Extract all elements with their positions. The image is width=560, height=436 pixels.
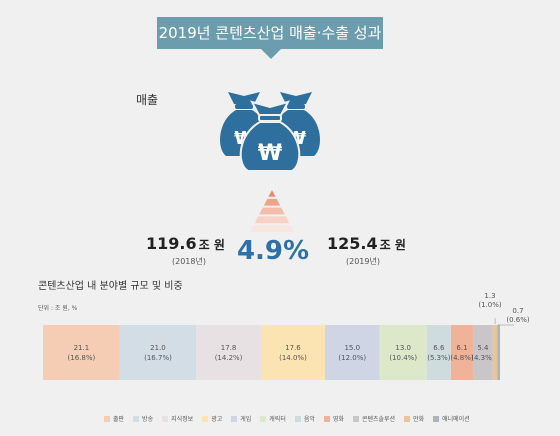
segment-value-label: 17.6	[285, 344, 301, 352]
segment-share-label: (16.8%)	[68, 354, 96, 362]
title-banner: 2019년 콘텐츠산업 매출·수출 성과	[157, 17, 383, 49]
legend-item: 캐릭터	[260, 414, 286, 423]
legend-swatch	[352, 415, 359, 422]
bar-segment	[119, 325, 197, 380]
bar-segment	[379, 325, 427, 380]
segment-value-label: 6.6	[433, 344, 445, 352]
legend-label: 영화	[332, 416, 344, 423]
segment-share-label: (0.6%)	[506, 316, 530, 324]
segment-value-label: 17.8	[221, 344, 237, 352]
legend-label: 애니메이션	[442, 416, 470, 423]
bar-segment	[196, 325, 261, 380]
segment-value-label: 5.4	[477, 344, 489, 352]
chart-title: 콘텐츠산업 내 분야별 규모 및 비중	[38, 281, 183, 292]
legend-swatch	[433, 415, 440, 422]
bar-segment	[492, 325, 498, 380]
sales-2018-number: 119.6	[146, 234, 197, 253]
legend-swatch	[104, 415, 110, 422]
sales-2019-unit: 조 원	[379, 238, 406, 252]
segment-value-label: 1.3	[484, 292, 495, 300]
legend-label: 콘텐츠솔루션	[361, 416, 396, 423]
legend-label: 만화	[413, 416, 425, 423]
legend-swatch	[404, 415, 411, 422]
legend-swatch	[294, 415, 301, 422]
pyramid-layer	[254, 216, 290, 224]
money-bag-center	[239, 100, 301, 172]
legend-item: 영화	[323, 414, 344, 423]
legend-item: 음악	[294, 414, 315, 423]
legend-item: 콘텐츠솔루션	[352, 414, 396, 423]
legend-swatch	[260, 415, 267, 422]
segment-share-label: (1.0%)	[478, 301, 502, 309]
bar-segment	[260, 325, 325, 380]
legend-item: 방송	[133, 414, 153, 423]
legend-swatch	[202, 415, 209, 422]
segment-value-label: 15.0	[344, 344, 360, 352]
legend-item: 만화	[404, 414, 424, 423]
sales-2018-value: 119.6 조 원	[146, 234, 225, 253]
pyramid-layer	[250, 225, 294, 232]
legend-label: 출판	[113, 416, 125, 423]
segment-value-label: 13.0	[395, 344, 411, 352]
sales-2018-year: (2018년)	[172, 257, 206, 266]
segment-share-label: (4.3%)	[471, 354, 495, 362]
legend-item: 광고	[202, 414, 222, 423]
segment-value-label: 21.1	[74, 344, 90, 352]
segment-share-label: (12.0%)	[338, 354, 366, 362]
sales-2018-unit: 조 원	[198, 238, 225, 252]
bar-segment	[497, 325, 500, 380]
legend-label: 지식정보	[171, 416, 194, 423]
money-bags-won-icon: ₩ ₩ ₩	[220, 92, 320, 172]
legend-swatch	[323, 415, 330, 422]
chart-legend: 출판 방송 지식정보 광고 게임 캐릭터 음악 영화 콘텐츠솔루션 만화 애니메이션	[104, 414, 470, 423]
won-icon: ₩	[258, 141, 282, 166]
pyramid-layer	[263, 198, 281, 206]
sales-2019-value: 125.4 조 원	[327, 234, 406, 253]
pyramid-layer	[268, 190, 276, 197]
sales-label: 매출	[136, 93, 159, 107]
legend-item: 지식정보	[162, 414, 193, 423]
legend-swatch	[231, 415, 238, 422]
legend-label: 광고	[211, 416, 223, 423]
segment-value-label: 6.1	[456, 344, 467, 352]
segment-share-label: (5.3%)	[427, 354, 451, 362]
legend-item: 게임	[231, 414, 251, 423]
segment-share-label: (14.2%)	[215, 354, 243, 362]
segment-share-label: (4.8%)	[450, 354, 474, 362]
legend-item: 애니메이션	[433, 414, 470, 423]
legend-swatch	[133, 415, 140, 422]
banner-pointer	[261, 49, 281, 59]
legend-item: 출판	[104, 414, 124, 423]
sales-2019-number: 125.4	[327, 234, 378, 253]
legend-label: 게임	[240, 416, 252, 423]
segment-share-label: (16.7%)	[144, 354, 172, 362]
bar-segment	[324, 325, 380, 380]
pyramid-layer	[259, 207, 285, 215]
segment-value-label: 21.0	[150, 344, 166, 352]
bar-segment	[450, 325, 474, 380]
legend-label: 방송	[142, 416, 154, 423]
legend-swatch	[162, 415, 169, 422]
segment-share-label: (10.4%)	[389, 354, 417, 362]
bar-segment	[426, 325, 451, 380]
bar-segment	[473, 325, 493, 380]
bar-segment	[43, 325, 120, 380]
legend-label: 음악	[303, 416, 315, 423]
segment-value-label: 0.7	[512, 307, 523, 315]
sales-2019-year: (2019년)	[346, 257, 380, 266]
unit-note: 단위 : 조 원, %	[38, 305, 78, 312]
legend-label: 캐릭터	[269, 416, 286, 423]
segment-share-label: (14.0%)	[279, 354, 307, 362]
growth-pyramid-icon	[250, 190, 294, 232]
growth-rate: 4.9%	[236, 236, 310, 266]
